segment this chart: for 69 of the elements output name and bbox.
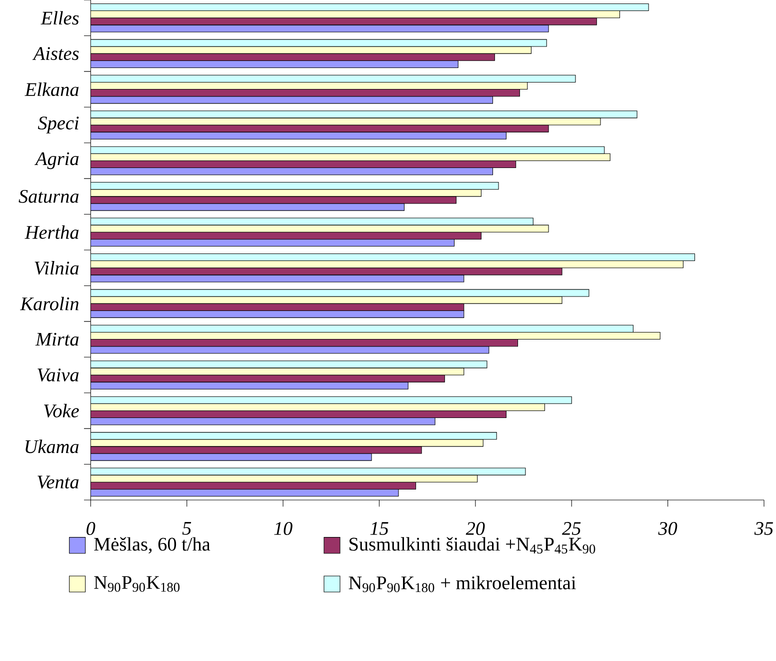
bar	[90, 167, 494, 175]
bar	[90, 96, 494, 104]
bar	[90, 160, 516, 168]
bar	[90, 474, 478, 482]
bar	[90, 3, 649, 11]
bar	[90, 153, 610, 161]
x-tick-label: 15	[370, 522, 388, 535]
bar	[90, 132, 506, 140]
bar	[90, 360, 488, 368]
y-tick-label: Aistes	[32, 46, 79, 60]
bar	[90, 88, 520, 96]
bar	[90, 488, 399, 496]
bar	[90, 346, 490, 354]
bar	[90, 188, 482, 197]
bar	[90, 238, 455, 246]
legend-label: Mėšlas, 60 t/ha	[94, 537, 210, 554]
y-tick-label: Voke	[44, 404, 79, 418]
y-tick-label: Karolin	[20, 296, 78, 310]
bar	[90, 410, 506, 418]
x-tick-label: 35	[754, 522, 774, 535]
bar	[90, 53, 495, 61]
bar	[90, 324, 634, 332]
bar	[90, 60, 458, 68]
y-tick-label: Venta	[38, 476, 79, 488]
y-tick-label: Hertha	[24, 225, 79, 239]
bar	[90, 218, 534, 226]
y-tick-label: Vaiva	[38, 368, 79, 382]
x-tick-label: 5	[182, 522, 192, 535]
y-tick-label: Vilnia	[34, 260, 79, 275]
bar	[90, 310, 464, 318]
x-tick-label: 20	[466, 522, 485, 535]
x-tick-label: 0	[86, 522, 96, 535]
legend-label: Susmulkinti šiaudai +N$_{45}$P$_{45}$K$_{90}$	[350, 536, 596, 554]
bar	[90, 267, 562, 276]
bar	[90, 253, 696, 261]
y-tick-label: Saturna	[18, 190, 79, 203]
y-tick-label: Mirta	[35, 332, 79, 346]
bar	[90, 482, 416, 490]
y-tick-label: Ukama	[26, 440, 79, 454]
legend-label: N$_{90}$P$_{90}$K$_{180}$ + mikroelementai	[348, 576, 576, 592]
y-tick-label: Agria	[34, 152, 79, 169]
bar	[90, 403, 545, 411]
bar	[90, 432, 497, 440]
bar	[90, 382, 408, 390]
bar	[90, 468, 526, 476]
x-tick-label: 30	[658, 522, 678, 535]
x-tick-label: 25	[562, 522, 581, 535]
bar	[90, 274, 464, 282]
bar	[90, 260, 684, 268]
y-tick-label: Elles	[40, 10, 79, 24]
y-tick-label: Elkana	[24, 82, 79, 96]
bar	[90, 182, 499, 190]
bar	[90, 303, 464, 311]
x-tick-label: 10	[274, 522, 292, 535]
legend-label: N$_{90}$P$_{90}$K$_{180}$	[94, 576, 180, 592]
bar	[90, 17, 597, 26]
bar	[90, 396, 572, 404]
bar	[90, 10, 620, 18]
bar	[90, 224, 549, 232]
bar	[90, 332, 660, 340]
bar	[90, 110, 638, 118]
bar	[90, 82, 528, 90]
bar	[90, 438, 484, 447]
bar	[90, 338, 518, 346]
bar	[90, 417, 436, 425]
bar	[90, 74, 576, 82]
bar	[90, 146, 605, 154]
bar	[90, 232, 482, 240]
y-tick-label: Speci	[38, 116, 79, 134]
